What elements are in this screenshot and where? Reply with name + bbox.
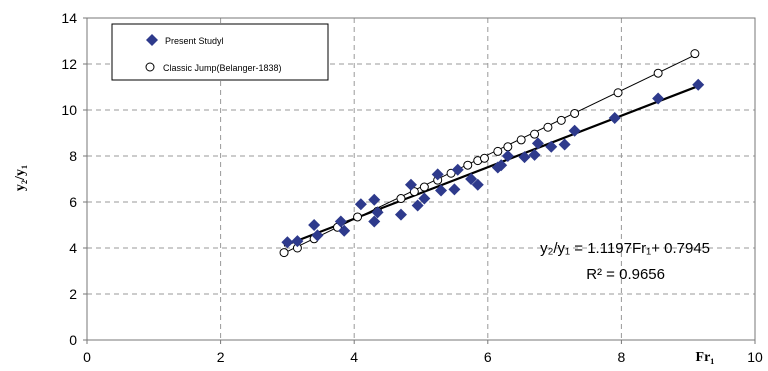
y-tick-label: 2 [69, 286, 77, 302]
trendline [283, 54, 696, 254]
legend-label-present: Present Studyl [165, 36, 224, 46]
x-tick-label: 4 [350, 349, 358, 365]
y-tick-label: 8 [69, 148, 77, 164]
circle-point [503, 142, 513, 152]
x-axis-label: Fr₁ [696, 350, 715, 365]
circle-point [419, 182, 429, 192]
diamond-point [471, 178, 484, 191]
diamond-point [291, 235, 304, 248]
legend-label-classic: Classic Jump(Belanger-1838) [163, 63, 282, 73]
diamond-point [465, 173, 478, 185]
x-tick-label: 2 [217, 349, 225, 365]
diamond-point [418, 192, 431, 205]
trendlines [283, 54, 699, 254]
diamond-point [404, 178, 417, 191]
circle-point [353, 212, 363, 222]
circle-point [653, 68, 663, 78]
trendline [283, 85, 699, 247]
circle-point [516, 135, 526, 145]
y-tick-label: 4 [69, 240, 77, 256]
diamond-point [528, 148, 541, 161]
diamond-point [311, 229, 324, 242]
circle-point [409, 187, 419, 197]
y-tick-label: 14 [61, 10, 77, 26]
diamond-point [501, 150, 514, 162]
diamond-point [652, 92, 665, 105]
diamond-point [411, 199, 424, 212]
data-points [279, 49, 705, 258]
circle-point [479, 153, 489, 163]
diamond-point [354, 198, 367, 211]
diamond-point [558, 138, 571, 151]
circle-point [690, 49, 700, 59]
diamond-point [308, 219, 321, 231]
diamond-point [281, 236, 294, 249]
diamond-point [394, 208, 407, 221]
circle-point [570, 108, 580, 118]
diamond-point [608, 112, 621, 125]
diamond-point [692, 78, 705, 91]
circle-point [446, 168, 456, 178]
x-tick-label: 8 [618, 349, 626, 365]
diamond-point [518, 151, 531, 164]
circle-point [493, 146, 503, 156]
diamond-point [531, 137, 544, 150]
diamond-point [431, 168, 444, 181]
y-tick-label: 10 [61, 102, 77, 118]
r-squared-label: R² = 0.9656 [586, 266, 665, 283]
diamond-point [451, 163, 464, 176]
y-tick-label: 6 [69, 194, 77, 210]
x-tick-label: 0 [83, 349, 91, 365]
plot-area [86, 17, 756, 341]
diamond-point [368, 193, 381, 206]
y-tick-label: 12 [61, 56, 77, 72]
circle-point [279, 248, 289, 258]
circle-point [543, 122, 553, 132]
circle-point [613, 88, 623, 98]
diamond-point [334, 215, 347, 228]
regression-equation: y₂/y₁ = 1.1197Fr₁+ 0.7945 [540, 240, 710, 257]
diamond-point [448, 183, 461, 196]
x-tick-label: 10 [747, 349, 763, 365]
diamond-point [435, 184, 448, 197]
legend-circle-marker [145, 62, 155, 72]
y-axis-ticks: 0 2 4 6 8 10 12 14 [61, 10, 87, 348]
legend: Present Studyl Classic Jump(Belanger-183… [111, 23, 329, 81]
legend-diamond-marker [146, 34, 158, 46]
diamond-point [371, 206, 384, 219]
y-tick-label: 0 [69, 332, 77, 348]
circle-point [530, 129, 540, 139]
y-axis-label: y₂/y₁ [13, 165, 28, 191]
diamond-point [568, 124, 581, 137]
circle-point [396, 194, 406, 204]
x-tick-label: 6 [484, 349, 492, 365]
x-axis-ticks: 0 2 4 6 8 10 [83, 340, 763, 365]
diamond-point [545, 140, 558, 153]
diamond-point [495, 159, 508, 172]
diamond-point [368, 215, 381, 228]
circle-point [556, 115, 566, 125]
diamond-point [338, 224, 351, 237]
circle-point [463, 160, 473, 170]
